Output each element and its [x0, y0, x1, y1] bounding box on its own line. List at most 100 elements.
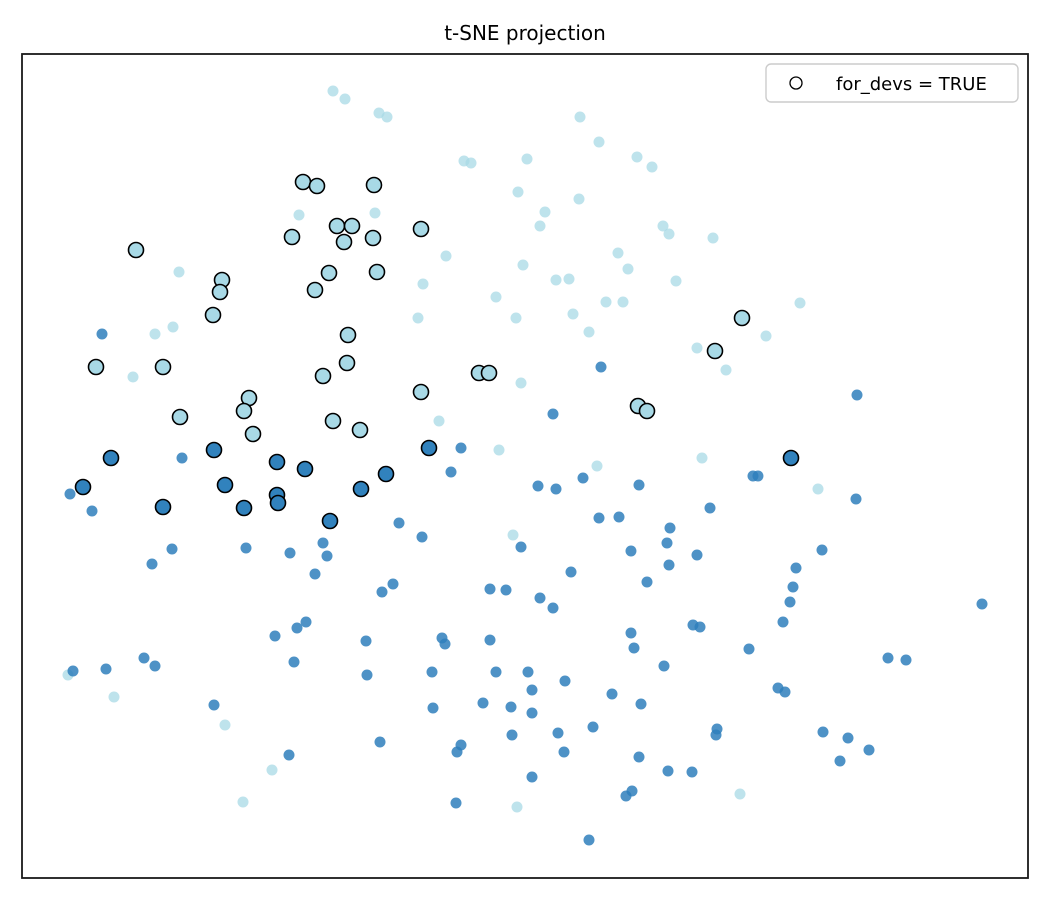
scatter-point: [149, 660, 161, 672]
scatter-point: [176, 452, 188, 464]
scatter-point: [734, 788, 746, 800]
scatter-point: [480, 364, 498, 382]
scatter-point: [794, 297, 806, 309]
scatter-point: [694, 621, 706, 633]
scatter-point: [662, 765, 674, 777]
scatter-point: [663, 559, 675, 571]
scatter-point: [691, 549, 703, 561]
scatter-point: [625, 545, 637, 557]
scatter-point: [521, 153, 533, 165]
scatter-point: [574, 111, 586, 123]
scatter-point: [550, 274, 562, 286]
scatter-point: [512, 186, 524, 198]
scatter-point: [563, 273, 575, 285]
legend-open-circle-marker-icon: [789, 76, 803, 90]
scatter-point: [851, 389, 863, 401]
scatter-point: [633, 479, 645, 491]
scatter-point: [587, 721, 599, 733]
scatter-point: [612, 247, 624, 259]
scatter-point: [663, 228, 675, 240]
scatter-point: [300, 616, 312, 628]
scatter-point: [633, 751, 645, 763]
scatter-point: [369, 207, 381, 219]
scatter-point: [882, 652, 894, 664]
scatter-point: [752, 470, 764, 482]
scatter-point: [450, 797, 462, 809]
scatter-point: [534, 592, 546, 604]
scatter-point: [146, 558, 158, 570]
scatter-point: [365, 176, 383, 194]
scatter-point: [86, 505, 98, 517]
scatter-point: [309, 568, 321, 580]
scatter-point: [320, 264, 338, 282]
legend: for_devs = TRUE: [765, 63, 1019, 103]
scatter-point: [704, 502, 716, 514]
scatter-point: [777, 616, 789, 628]
scatter-point: [484, 583, 496, 595]
chart-title: t-SNE projection: [444, 21, 606, 45]
scatter-point: [779, 686, 791, 698]
scatter-point: [360, 635, 372, 647]
scatter-point: [64, 488, 76, 500]
scatter-point: [638, 402, 656, 420]
scatter-point: [416, 531, 428, 543]
scatter-point: [622, 263, 634, 275]
scatter-point: [339, 326, 357, 344]
scatter-point: [324, 412, 342, 430]
scatter-point: [526, 771, 538, 783]
scatter-point: [787, 581, 799, 593]
scatter-point: [343, 217, 361, 235]
scatter-point: [628, 642, 640, 654]
scatter-point: [283, 749, 295, 761]
scatter-point: [455, 739, 467, 751]
scatter-point: [154, 498, 172, 516]
scatter-point: [625, 627, 637, 639]
scatter-point: [613, 511, 625, 523]
scatter-point: [706, 342, 724, 360]
scatter-point: [100, 663, 112, 675]
scatter-point: [327, 85, 339, 97]
scatter-point: [219, 719, 231, 731]
scatter-point: [670, 275, 682, 287]
scatter-point: [842, 732, 854, 744]
scatter-point: [517, 259, 529, 271]
scatter-point: [87, 358, 105, 376]
scatter-point: [710, 729, 722, 741]
scatter-point: [534, 220, 546, 232]
scatter-point: [216, 476, 234, 494]
scatter-point: [173, 266, 185, 278]
scatter-point: [420, 439, 438, 457]
scatter-point: [387, 578, 399, 590]
scatter-point: [368, 263, 386, 281]
scatter-point: [204, 306, 222, 324]
scatter-point: [696, 452, 708, 464]
scatter-point: [490, 291, 502, 303]
scatter-point: [296, 460, 314, 478]
scatter-point: [374, 736, 386, 748]
scatter-point: [591, 460, 603, 472]
legend-box: [765, 63, 1019, 103]
scatter-point: [102, 449, 120, 467]
scatter-point: [567, 308, 579, 320]
scatter-point: [510, 312, 522, 324]
scatter-point: [167, 321, 179, 333]
scatter-point: [850, 493, 862, 505]
scatter-point: [593, 512, 605, 524]
scatter-point: [108, 691, 120, 703]
scatter-point: [707, 232, 719, 244]
scatter-point: [269, 494, 287, 512]
scatter-points-layer: [62, 85, 988, 846]
scatter-point: [376, 586, 388, 598]
scatter-point: [205, 441, 223, 459]
scatter-point: [127, 371, 139, 383]
scatter-point: [455, 442, 467, 454]
scatter-point: [515, 377, 527, 389]
scatter-point: [445, 466, 457, 478]
scatter-point: [583, 834, 595, 846]
scatter-point: [484, 634, 496, 646]
scatter-point: [817, 726, 829, 738]
scatter-point: [515, 541, 527, 553]
scatter-point: [166, 543, 178, 555]
scatter-point: [522, 666, 534, 678]
